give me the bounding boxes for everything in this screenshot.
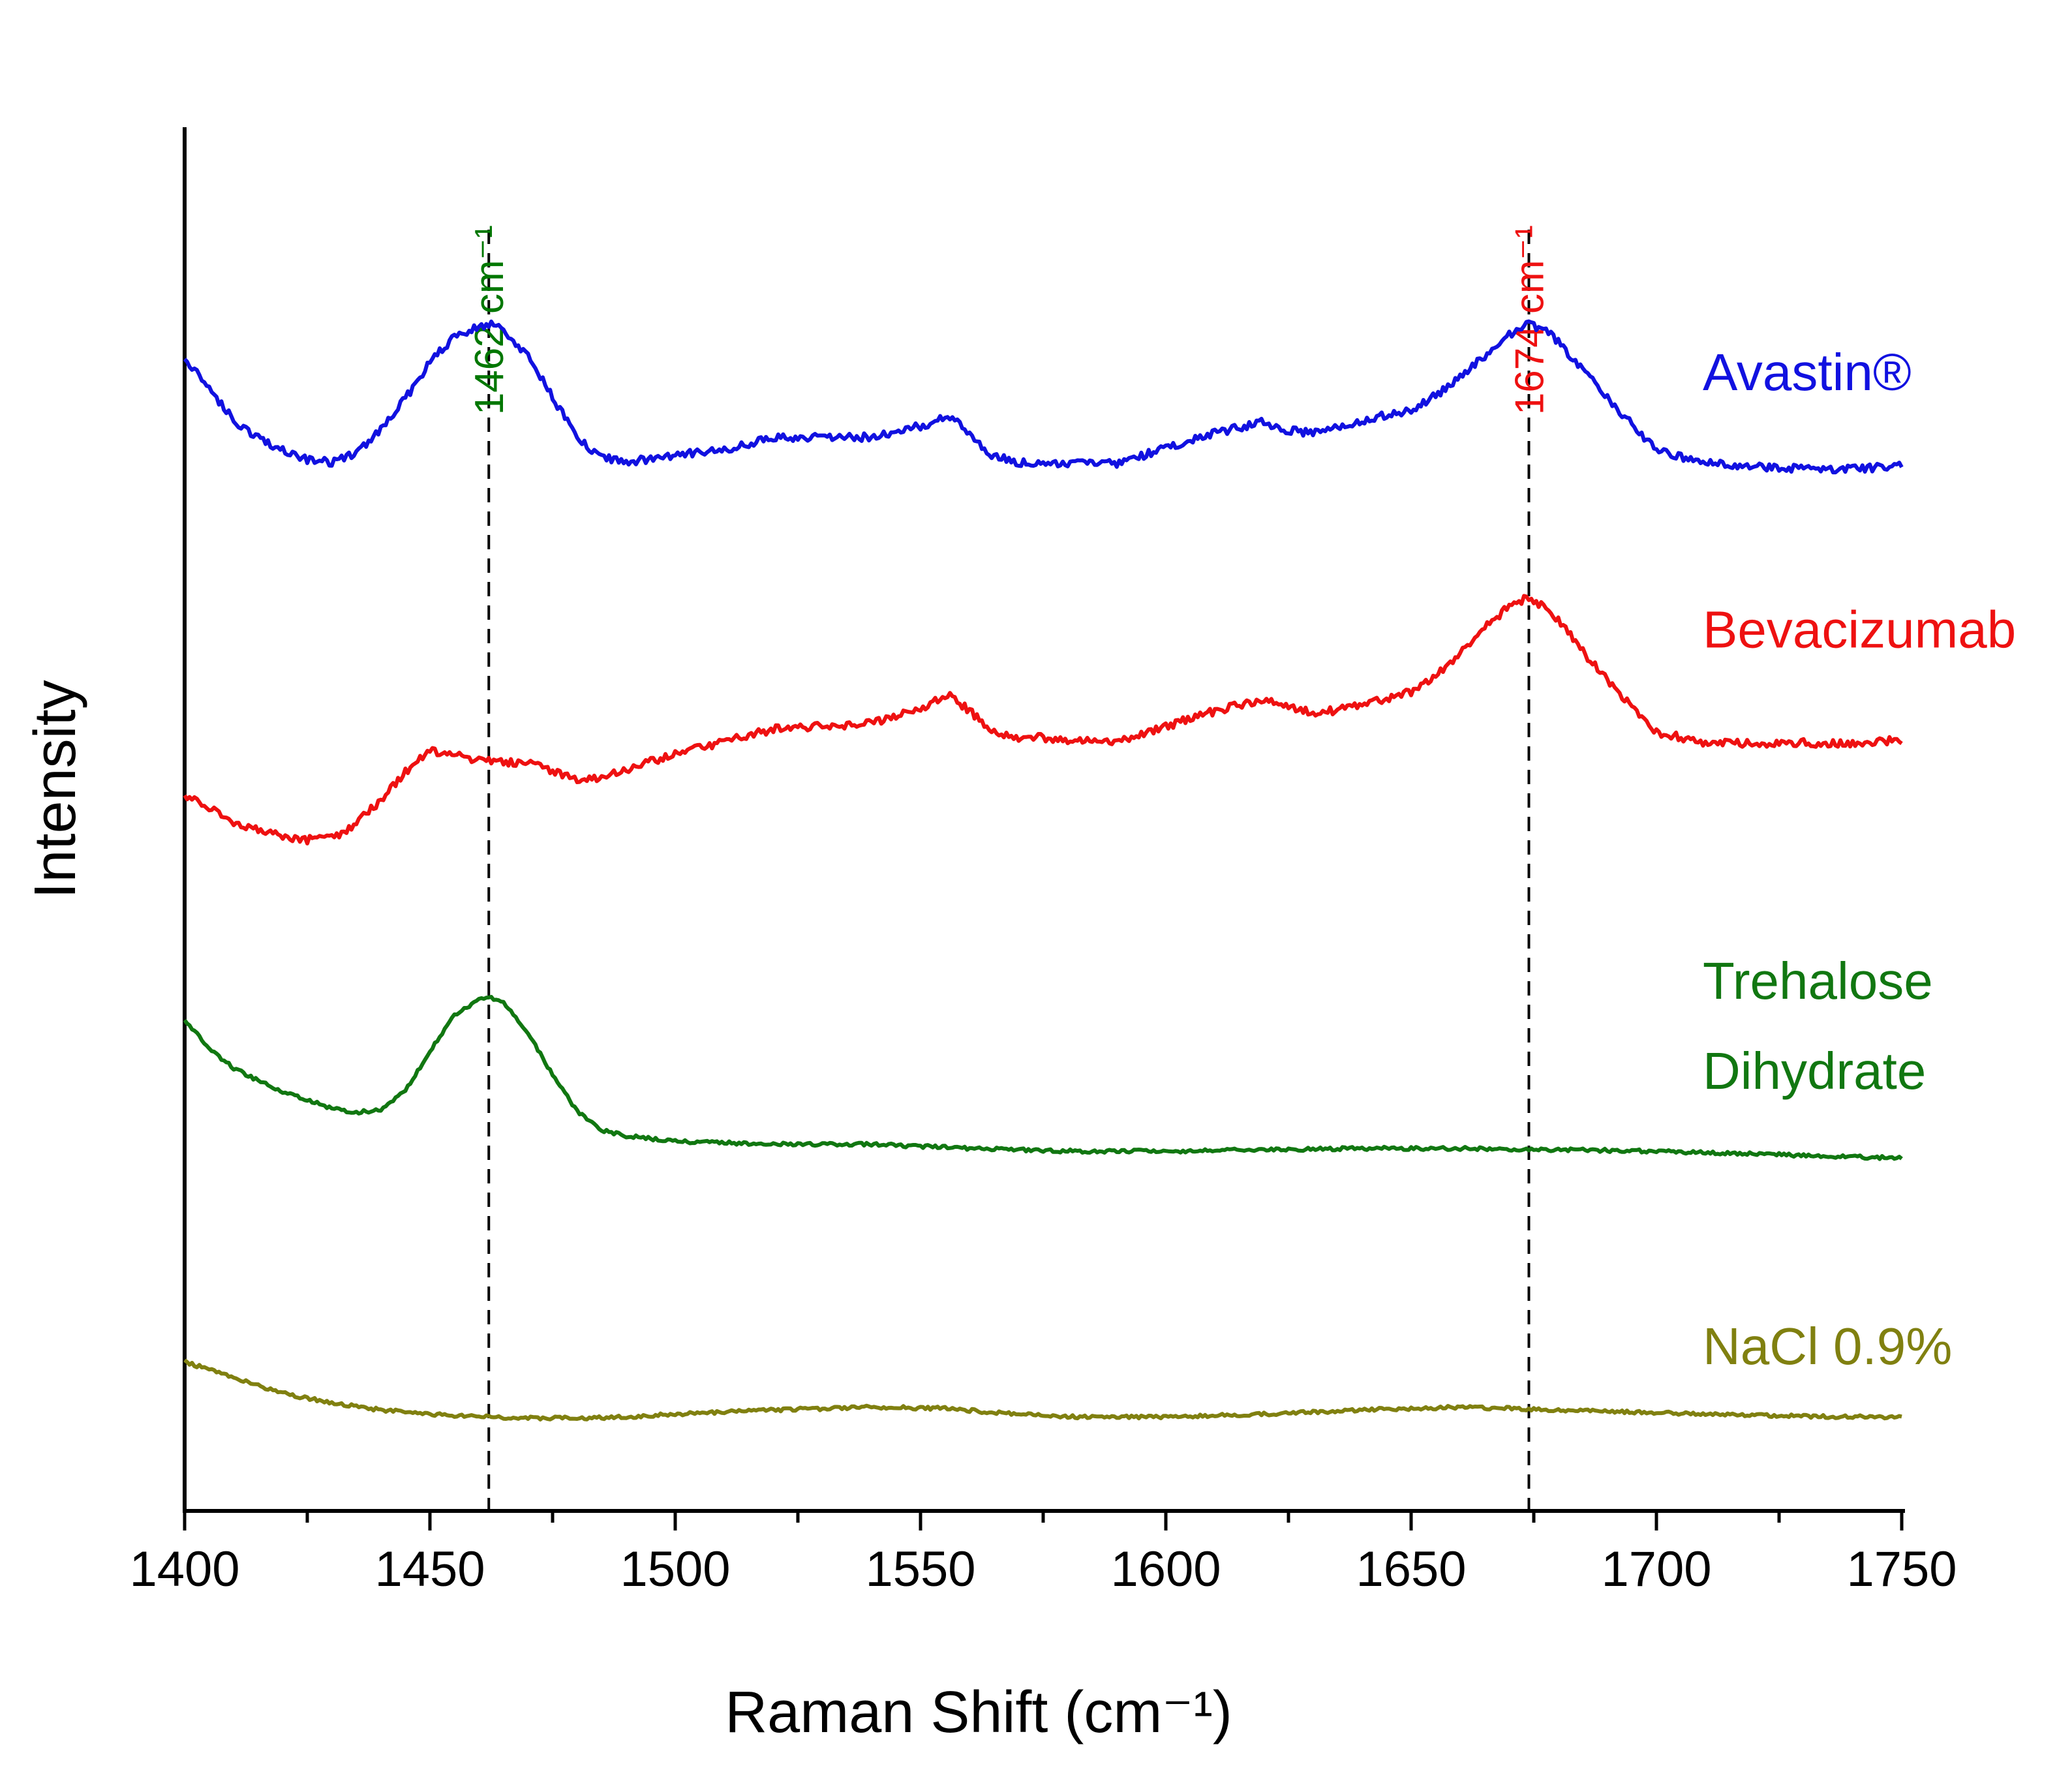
- x-axis-ticks: 1400 1450 1500 1550 1600 1650 1700 1750: [129, 1511, 1957, 1597]
- annotation-label: 1462 cm⁻¹: [467, 225, 512, 415]
- series-line-nacl-0-9: [183, 1358, 1902, 1422]
- series-labels: Avastin® Bevacizumab Trehalose Dihydrate NaC…: [1703, 343, 2016, 1375]
- series-lines: [183, 319, 1904, 1422]
- x-tick-label: 1650: [1356, 1542, 1466, 1597]
- y-axis-title: Intensity: [23, 680, 88, 898]
- x-tick-label: 1550: [865, 1542, 975, 1597]
- x-tick-label: 1450: [374, 1542, 485, 1597]
- x-tick-label: 1600: [1110, 1542, 1221, 1597]
- series-label: Dihydrate: [1703, 1042, 1926, 1100]
- x-axis-title: Raman Shift (cm⁻¹): [725, 1680, 1232, 1745]
- series-line-trehalose-dihydrate: [183, 995, 1903, 1161]
- series-line-avastin: [183, 319, 1904, 475]
- series-label: NaCl 0.9%: [1703, 1317, 1952, 1375]
- series-label: Bevacizumab: [1703, 600, 2016, 658]
- x-tick-label: 1400: [129, 1542, 239, 1597]
- series-line-bevacizumab: [183, 594, 1903, 845]
- x-tick-label: 1700: [1601, 1542, 1711, 1597]
- series-label: Avastin®: [1703, 343, 1912, 401]
- x-tick-label: 1750: [1846, 1542, 1957, 1597]
- x-tick-label: 1500: [620, 1542, 730, 1597]
- series-label: Trehalose: [1703, 952, 1933, 1010]
